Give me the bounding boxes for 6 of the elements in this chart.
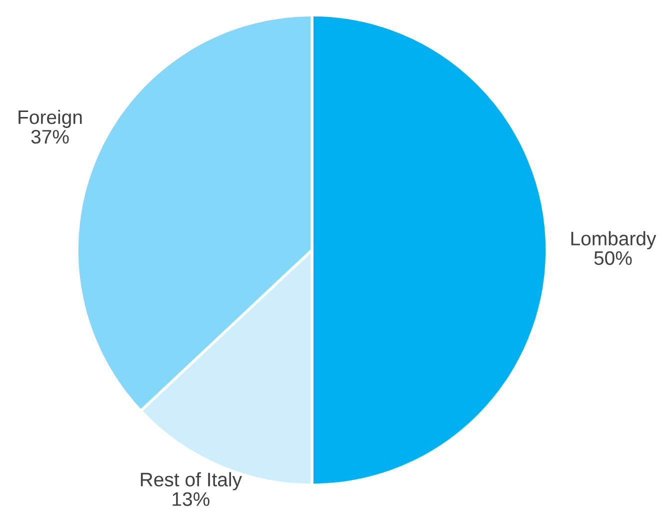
slice-label: Lombardy: [571, 231, 656, 250]
slice-label: Rest of Italy: [140, 472, 242, 490]
data-label: 37%: [31, 130, 69, 144]
data-label: 13%: [172, 492, 210, 506]
slice-label: Foreign: [18, 110, 82, 128]
data-label: 50%: [594, 251, 632, 265]
